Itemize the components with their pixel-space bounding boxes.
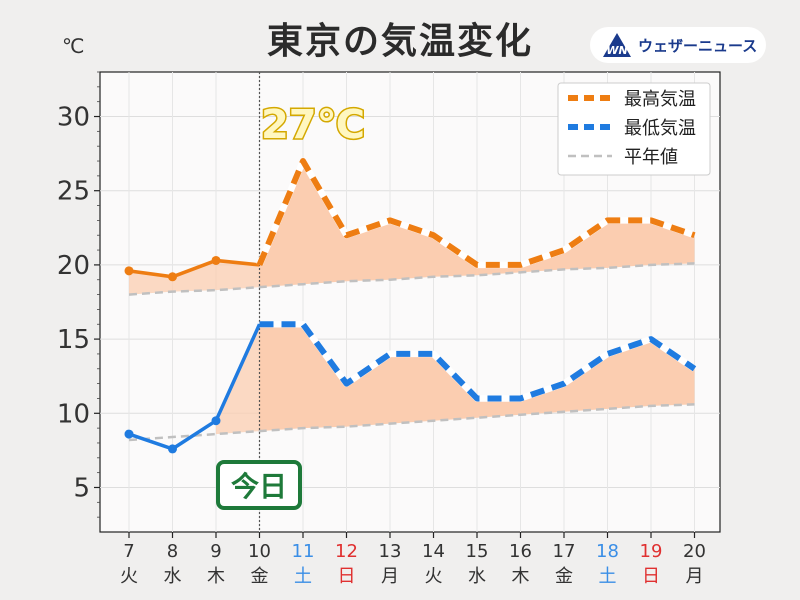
x-tick-weekday-label: 木 (207, 566, 225, 587)
low-forecast-line (259, 321, 697, 402)
x-tick-day-label: 13 (379, 541, 402, 562)
high-point (211, 255, 221, 265)
normal-high-line (128, 262, 695, 296)
y-tick-label: 15 (57, 325, 90, 355)
x-tick-weekday-label: 水 (164, 566, 182, 587)
high-observed-line (128, 258, 260, 279)
today-badge-label: 今日 (231, 470, 287, 503)
low-point (168, 444, 177, 454)
x-tick-weekday-label: 月 (686, 566, 704, 587)
low-area-forecast (259, 324, 695, 432)
high-point (124, 266, 134, 276)
svg-text:WN: WN (606, 44, 627, 57)
x-tick-day-label: 9 (210, 541, 221, 562)
brand-name: ウェザーニュース (638, 36, 758, 55)
x-tick-weekday-label: 木 (512, 566, 530, 587)
wn-logo-icon: WN (603, 33, 631, 57)
x-tick-weekday-label: 日 (642, 566, 660, 587)
x-tick-day-label: 10 (248, 541, 271, 562)
y-tick-label: 5 (73, 473, 90, 503)
legend-label: 最高気温 (624, 89, 696, 110)
brand-logo: WN ウェザーニュース (590, 27, 766, 63)
x-tick-weekday-label: 火 (120, 566, 138, 587)
x-tick-day-label: 19 (640, 541, 663, 562)
peak-annotation: 27℃ (261, 102, 365, 148)
high-area-forecast (259, 161, 695, 288)
y-tick-label: 10 (57, 399, 90, 429)
x-tick-day-label: 18 (596, 541, 619, 562)
high-area-past (129, 260, 260, 295)
today-badge-box (216, 460, 302, 510)
x-tick-day-label: 8 (167, 541, 178, 562)
high-point (168, 272, 177, 282)
low-point (124, 429, 134, 439)
x-tick-weekday-label: 土 (599, 566, 617, 587)
x-tick-day-label: 17 (553, 541, 576, 562)
y-tick-label: 30 (57, 103, 90, 133)
today-badge: 今日 (216, 460, 302, 510)
x-tick-day-label: 14 (422, 541, 445, 562)
x-tick-weekday-label: 月 (381, 566, 399, 587)
legend-label: 平年値 (624, 147, 678, 168)
x-tick-weekday-label: 火 (425, 566, 443, 587)
x-tick-weekday-label: 日 (338, 566, 356, 587)
x-tick-day-label: 20 (683, 541, 706, 562)
y-tick-label: 20 (57, 251, 90, 281)
x-tick-day-label: 16 (509, 541, 532, 562)
high-forecast-line (256, 158, 696, 268)
x-tick-day-label: 15 (466, 541, 489, 562)
y-tick-label: 25 (57, 177, 90, 207)
x-tick-day-label: 12 (335, 541, 358, 562)
x-tick-weekday-label: 金 (251, 566, 269, 587)
x-tick-weekday-label: 金 (555, 566, 573, 587)
x-tick-day-label: 11 (292, 541, 315, 562)
low-point (211, 416, 221, 426)
page-title: 東京の気温変化 (266, 21, 533, 62)
low-observed-line (128, 323, 262, 451)
x-tick-weekday-label: 水 (468, 566, 486, 587)
legend-box (557, 82, 711, 176)
x-tick-weekday-label: 土 (294, 566, 312, 587)
y-axis-unit: ℃ (62, 34, 85, 58)
normal-low-line (128, 403, 695, 442)
x-tick-day-label: 7 (123, 541, 134, 562)
legend-label: 最低気温 (624, 118, 696, 139)
